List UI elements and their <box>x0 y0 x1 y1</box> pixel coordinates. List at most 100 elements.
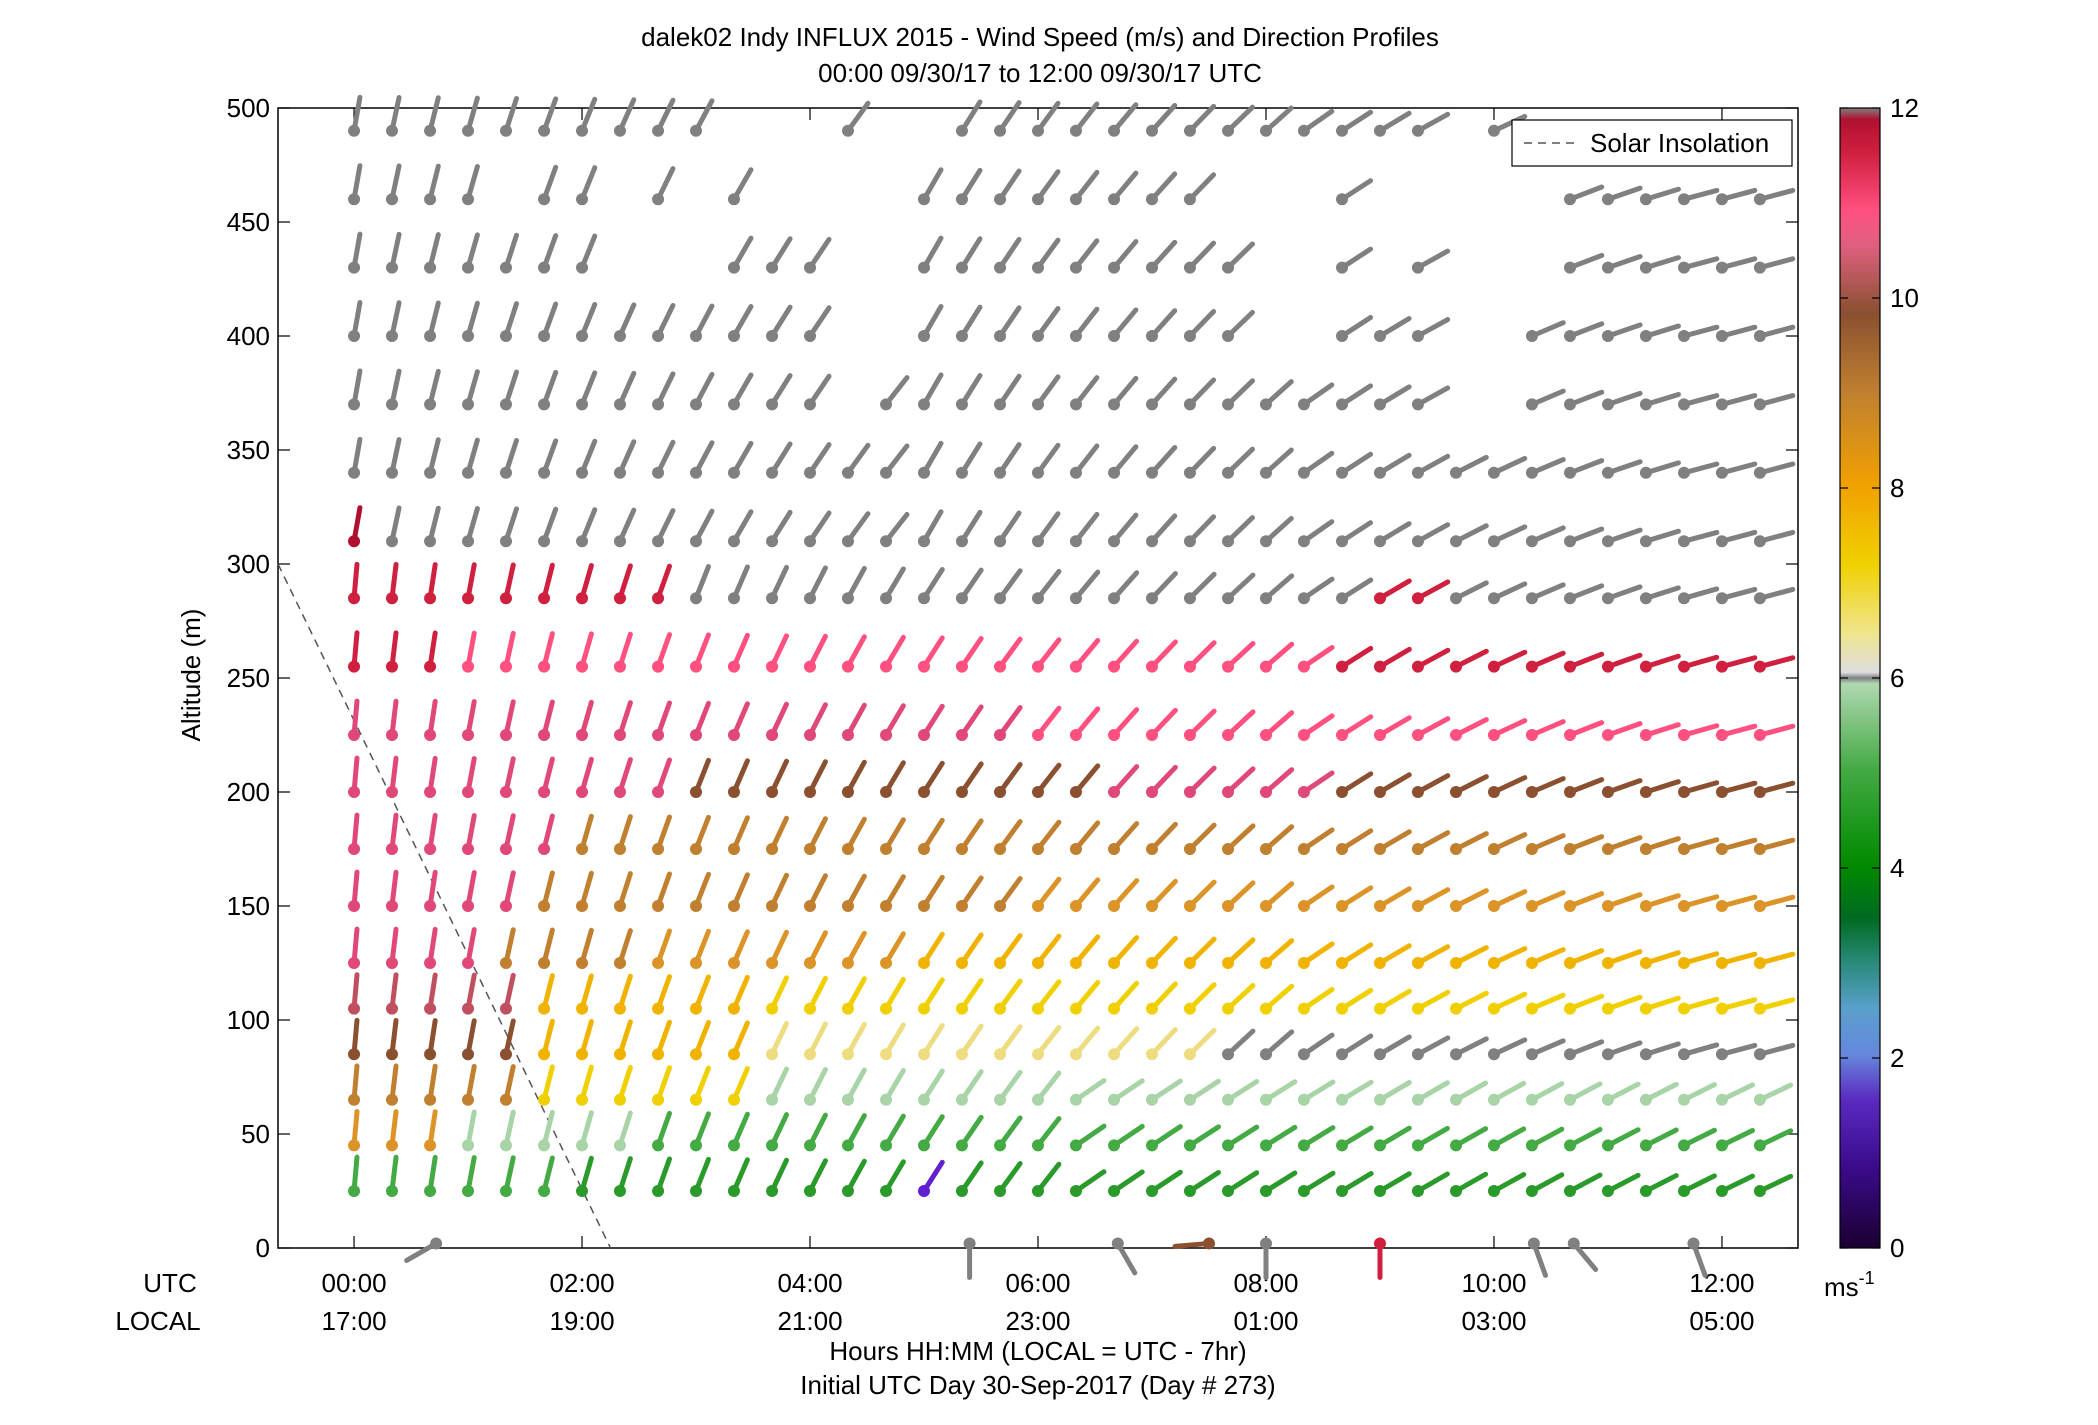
wind-barb-point <box>1183 124 1196 137</box>
wind-barb-point <box>1183 660 1196 673</box>
wind-barb-point <box>1525 1093 1538 1106</box>
wind-barb-point <box>1715 1185 1728 1197</box>
wind-barb-point <box>1525 729 1538 741</box>
wind-barb-point <box>766 535 779 548</box>
wind-barb-point <box>918 398 931 411</box>
wind-barb-point <box>918 193 931 206</box>
wind-barb-point <box>1336 957 1349 969</box>
wind-barb-point <box>385 1185 398 1197</box>
wind-barb-point <box>1297 1185 1310 1197</box>
wind-barb-point <box>766 466 779 479</box>
wind-barb-point <box>1678 1185 1691 1197</box>
wind-barb-point <box>348 535 361 548</box>
wind-barb-point <box>576 398 589 411</box>
wind-barb-point <box>1450 957 1463 969</box>
wind-barb-point <box>1336 1139 1349 1152</box>
wind-barb-point <box>804 900 817 912</box>
wind-barb-point <box>424 398 437 411</box>
wind-barb-point <box>1032 843 1044 855</box>
wind-barb-point <box>499 786 512 798</box>
wind-barb-point <box>1108 330 1121 342</box>
wind-barb-point <box>1032 261 1044 274</box>
wind-barb-point <box>348 786 361 798</box>
wind-barb-point <box>1373 1185 1386 1197</box>
wind-barb-point <box>1450 535 1463 548</box>
wind-barb-point <box>1450 1048 1463 1061</box>
y-tick-label: 450 <box>227 207 270 237</box>
wind-barb-point <box>1297 1093 1310 1106</box>
wind-barb-point <box>1678 1093 1691 1106</box>
wind-barb-point <box>652 843 665 855</box>
wind-barb-point <box>462 1048 475 1061</box>
wind-barb-point <box>576 330 589 342</box>
wind-barb-point <box>766 330 779 342</box>
wind-barb-point <box>1564 1093 1577 1106</box>
wind-barb-point <box>1411 1002 1424 1015</box>
wind-barb-point <box>1336 466 1349 479</box>
wind-barb-point <box>1411 729 1424 741</box>
wind-barb-point <box>1525 592 1538 605</box>
colorbar-tick-label: 12 <box>1890 93 1919 123</box>
wind-barb-point <box>1069 124 1082 137</box>
utc-row-label: UTC <box>143 1268 196 1298</box>
wind-barb-point <box>576 786 589 798</box>
wind-barb-point <box>1411 1093 1424 1106</box>
wind-barb-point <box>1336 1185 1349 1197</box>
wind-barb-point <box>727 261 740 274</box>
wind-barb-point <box>1183 193 1196 206</box>
wind-barb-point <box>1069 900 1082 912</box>
wind-barb-point <box>1145 900 1158 912</box>
wind-barb-point <box>1032 124 1044 137</box>
wind-barb-point <box>727 193 740 206</box>
wind-barb-point <box>462 398 475 411</box>
wind-barb-point <box>1297 535 1310 548</box>
x-tick-label-utc: 06:00 <box>1005 1268 1070 1298</box>
wind-barb-point <box>1450 1002 1463 1015</box>
colorbar-unit-exp: -1 <box>1859 1268 1875 1288</box>
wind-barb-point <box>955 729 968 741</box>
wind-barb-point <box>652 900 665 912</box>
wind-barb-point <box>1297 1139 1310 1152</box>
wind-barb-point <box>576 535 589 548</box>
y-axis-label: Altitude (m) <box>176 609 206 742</box>
wind-barb-point <box>1069 193 1082 206</box>
wind-barb-point <box>1069 957 1082 969</box>
wind-barb-point <box>424 957 437 969</box>
wind-barb-point <box>613 1185 626 1197</box>
wind-barb-point <box>1678 592 1691 605</box>
wind-barb-point <box>1639 330 1652 342</box>
legend-label: Solar Insolation <box>1590 128 1769 158</box>
wind-barb-point <box>1069 729 1082 741</box>
wind-barb-point <box>1678 330 1691 342</box>
wind-barb-point <box>955 330 968 342</box>
wind-barb-point <box>538 193 551 206</box>
wind-barb-point <box>994 1002 1007 1015</box>
wind-barb-point <box>576 843 589 855</box>
wind-barb-point <box>462 1139 475 1152</box>
wind-barb-point <box>1297 124 1310 137</box>
wind-barb-point <box>1450 1093 1463 1106</box>
wind-barb-point <box>348 1093 361 1106</box>
wind-barb-point <box>462 124 475 137</box>
wind-barb-point <box>1145 957 1158 969</box>
wind-barb-point <box>1601 786 1614 798</box>
wind-barb-point <box>538 398 551 411</box>
wind-barb-point <box>462 193 475 206</box>
wind-barb-point <box>880 660 893 673</box>
wind-barb-point <box>1145 535 1158 548</box>
wind-barb-point <box>576 1139 589 1152</box>
wind-barb-point <box>538 1002 551 1015</box>
wind-barb-point <box>994 1139 1007 1152</box>
wind-barb-point <box>385 592 398 605</box>
wind-barb-point <box>841 124 854 137</box>
wind-barb-point <box>1336 1093 1349 1106</box>
wind-barb-point <box>1069 330 1082 342</box>
wind-barb-point <box>462 1093 475 1106</box>
wind-barb-point <box>1336 535 1349 548</box>
wind-barb-point <box>576 1048 589 1061</box>
wind-barb-point <box>804 1002 817 1015</box>
wind-barb-point <box>1222 660 1235 673</box>
wind-barb-point <box>385 660 398 673</box>
wind-barb-point <box>348 1139 361 1152</box>
wind-barb-point <box>424 1185 437 1197</box>
